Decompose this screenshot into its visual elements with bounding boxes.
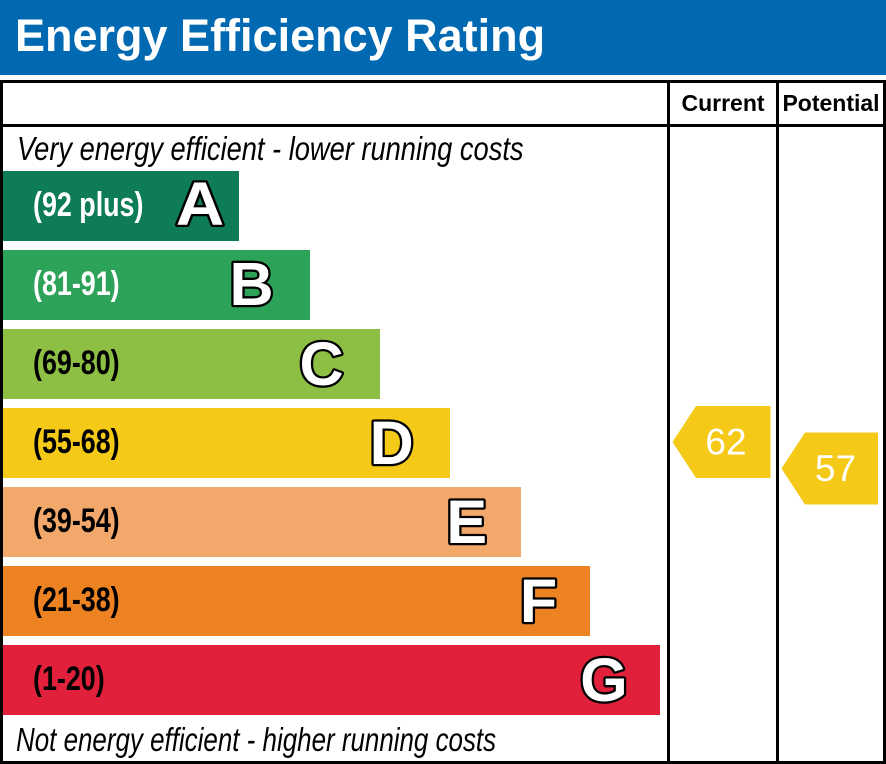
svg-text:G: G <box>580 646 627 714</box>
svg-text:E: E <box>446 488 487 556</box>
svg-text:B: B <box>229 250 273 318</box>
svg-text:C: C <box>299 330 343 398</box>
svg-text:57: 57 <box>815 448 856 489</box>
svg-text:F: F <box>520 567 557 635</box>
svg-text:D: D <box>370 409 414 477</box>
svg-text:A: A <box>176 170 224 238</box>
svg-text:62: 62 <box>705 422 746 463</box>
